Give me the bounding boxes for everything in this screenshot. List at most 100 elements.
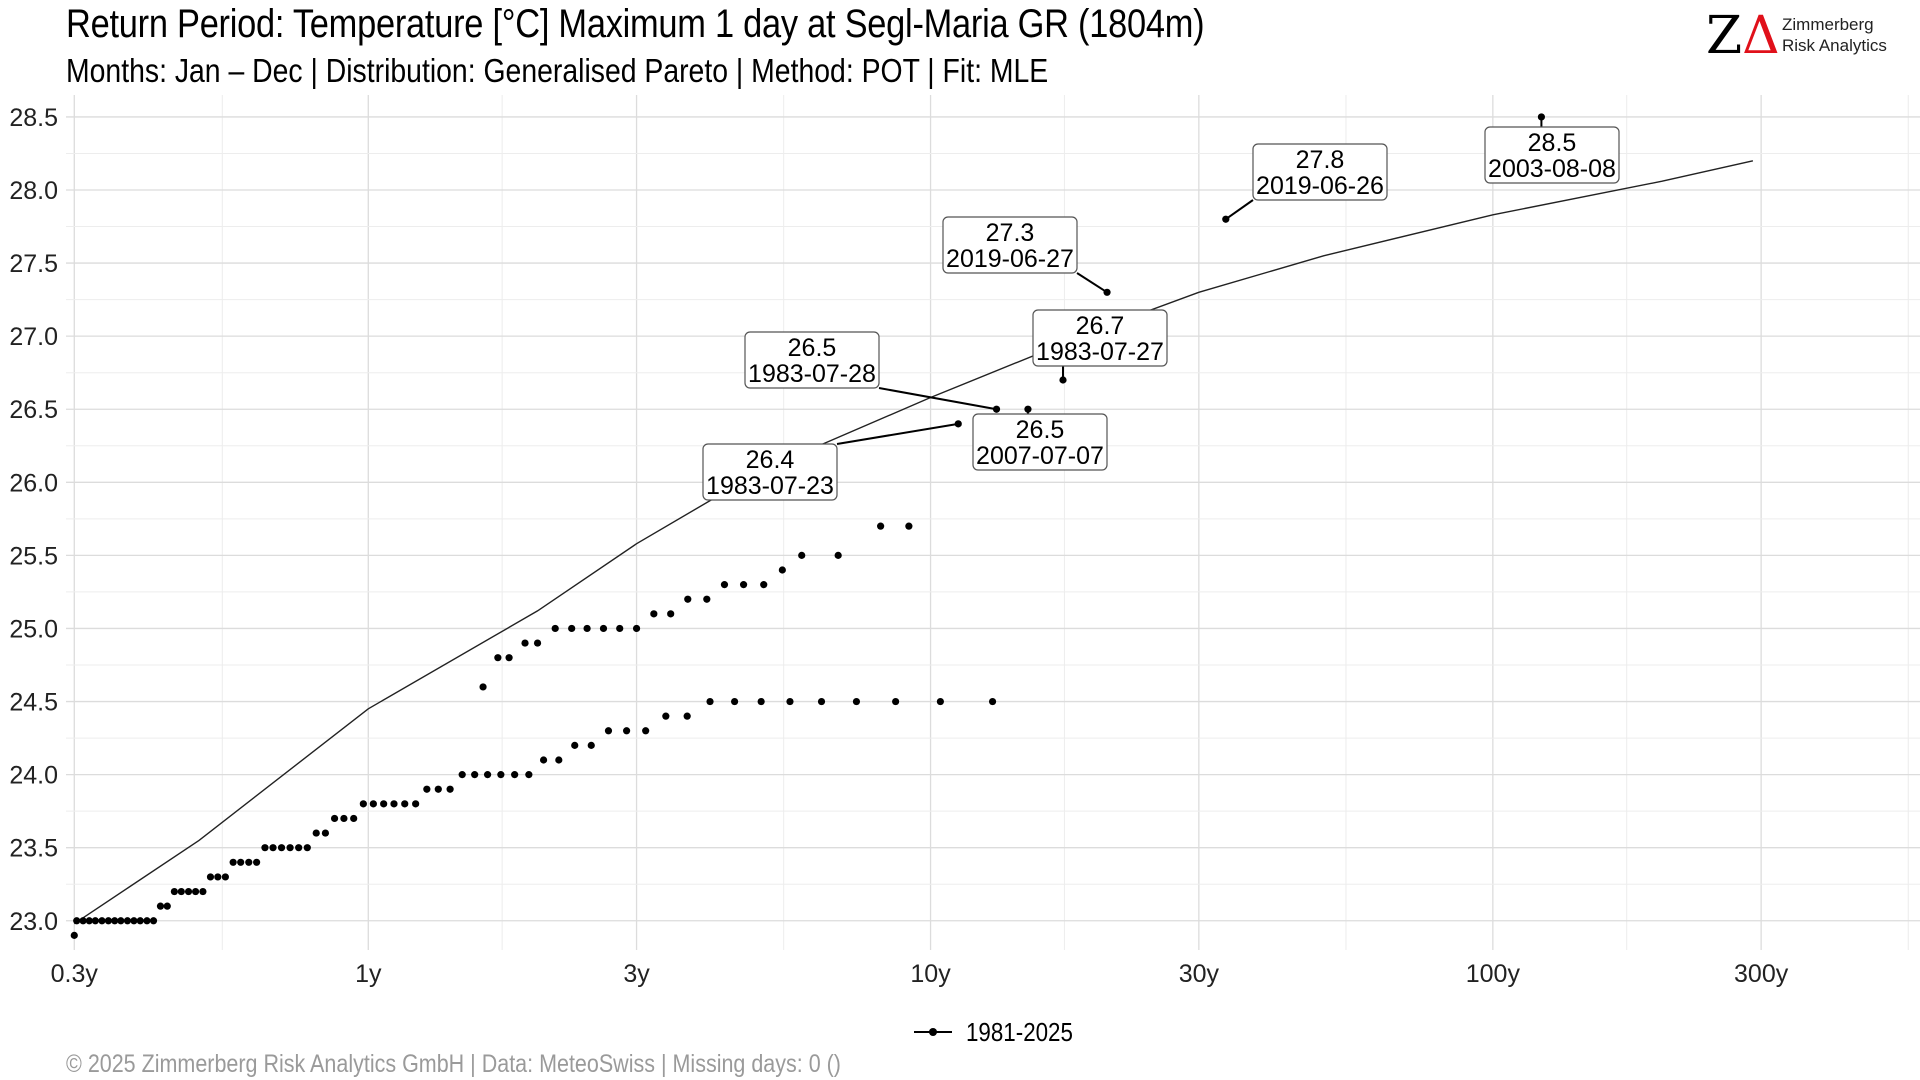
fitted-curve (73, 160, 1754, 925)
data-point (471, 771, 479, 779)
data-point (583, 624, 591, 633)
data-point (852, 697, 861, 706)
data-point (312, 829, 320, 837)
data-point (79, 917, 87, 925)
data-point (817, 697, 826, 706)
data-point (277, 844, 286, 852)
annotation-date: 1983-07-23 (706, 472, 834, 500)
data-point (261, 844, 269, 852)
data-point (221, 873, 229, 881)
data-point (760, 581, 768, 589)
data-point (245, 858, 253, 866)
y-tick-label: 25.0 (9, 615, 58, 643)
data-point (511, 771, 519, 779)
y-tick-label: 26.5 (9, 396, 58, 424)
data-point (650, 610, 658, 618)
annotation-date: 2003-08-08 (1488, 155, 1616, 183)
logo-line-2: Risk Analytics (1782, 36, 1887, 55)
data-point (954, 420, 962, 428)
x-tick-label: 3y (623, 960, 650, 988)
annotation-box (1032, 309, 1168, 367)
data-point (123, 917, 132, 925)
data-point (662, 712, 670, 720)
y-tick-label: 24.0 (9, 762, 58, 790)
data-point (177, 887, 185, 896)
data-point (684, 595, 692, 603)
data-point (237, 858, 245, 866)
data-point (130, 917, 138, 925)
annotation-date: 1983-07-27 (1036, 338, 1164, 366)
data-point (143, 917, 151, 925)
annotation-box (972, 413, 1108, 471)
data-point (390, 800, 398, 808)
annotation-box (1252, 143, 1388, 201)
data-point (616, 624, 624, 633)
logo-text: Zimmerberg Risk Analytics (1782, 14, 1887, 56)
chart-title: Return Period: Temperature [°C] Maximum … (66, 2, 1205, 46)
annotation-date: 1983-07-28 (748, 360, 876, 388)
annotation-date: 2019-06-27 (946, 245, 1074, 273)
annotation-box (1484, 126, 1620, 184)
data-point (642, 727, 650, 735)
data-point (199, 887, 207, 896)
x-tick-label: 100y (1466, 960, 1521, 988)
data-point (434, 785, 442, 793)
data-point (571, 741, 579, 749)
data-point (483, 771, 492, 779)
annotation-value: 26.4 (746, 446, 795, 474)
data-point (286, 844, 294, 852)
annotation-value: 28.5 (1528, 129, 1577, 157)
data-point (786, 697, 794, 706)
annotation-date: 2007-07-07 (976, 442, 1104, 470)
annotation-value: 27.3 (986, 219, 1035, 247)
data-point (905, 522, 913, 530)
footer-caption: © 2025 Zimmerberg Risk Analytics GmbH | … (66, 1050, 841, 1078)
data-point (136, 917, 144, 925)
data-point (295, 844, 303, 852)
annotation-leader (878, 387, 997, 411)
logo-line-1: Zimmerberg (1782, 15, 1874, 34)
data-point (703, 595, 711, 603)
observed-points (70, 113, 1546, 939)
logo-mark: ZΔ (1706, 8, 1780, 64)
data-point (505, 654, 513, 662)
data-point (667, 610, 675, 618)
data-point (330, 814, 339, 823)
data-point (253, 858, 261, 866)
y-tick-label: 25.5 (9, 542, 58, 570)
data-point (622, 727, 631, 735)
data-point (70, 931, 78, 939)
data-point (73, 917, 81, 925)
data-point (555, 756, 563, 764)
data-point (730, 697, 739, 706)
x-tick-label: 0.3y (51, 960, 99, 988)
data-point (117, 917, 125, 925)
data-point (706, 697, 714, 706)
y-tick-label: 26.0 (9, 469, 58, 497)
data-point (992, 405, 1001, 413)
annotation-value: 26.5 (1016, 416, 1065, 444)
data-point (683, 712, 691, 720)
y-tick-label: 27.0 (9, 323, 58, 351)
data-point (936, 697, 944, 706)
annotation-date: 2019-06-26 (1256, 172, 1384, 200)
data-point (269, 844, 277, 852)
data-point (604, 727, 613, 735)
data-point (521, 639, 529, 647)
data-point (778, 566, 786, 574)
data-point (834, 551, 842, 559)
data-point (184, 887, 193, 896)
data-point (191, 887, 200, 896)
data-point (587, 741, 595, 749)
data-point (458, 771, 466, 779)
annotation-leader (1225, 199, 1254, 221)
data-point (632, 624, 641, 633)
y-tick-label: 23.5 (9, 835, 58, 863)
data-point (739, 581, 748, 589)
